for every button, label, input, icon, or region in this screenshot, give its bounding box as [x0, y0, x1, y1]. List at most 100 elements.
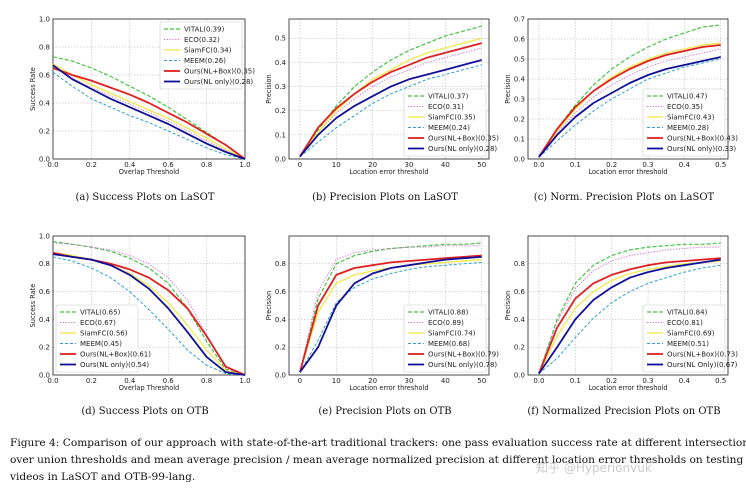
legend-label-siamfc: SiamFC(0.56): [80, 330, 128, 338]
x-tick-label: 0.0: [47, 377, 58, 385]
y-axis-label: Precision: [504, 291, 512, 320]
y-tick-label: 0.8: [275, 260, 286, 268]
x-tick-label: 0.6: [163, 377, 175, 385]
series-line-siamfc: [538, 42, 721, 158]
y-tick-label: 0.0: [514, 155, 525, 163]
series-line-eco: [538, 246, 721, 374]
x-tick-label: 0.4: [679, 161, 691, 169]
x-tick-label: 0.3: [642, 377, 653, 385]
y-tick-label: 0.8: [39, 43, 50, 51]
x-tick-label: 0.4: [124, 161, 136, 169]
legend-label-nlonly: Ours(NL only)(0.28): [184, 78, 253, 86]
legend-label-vital: VITAL(0.65): [80, 309, 121, 317]
series-line-meem: [538, 58, 721, 158]
x-tick-label: 0: [298, 161, 302, 169]
y-tick-label: 0.8: [514, 260, 525, 268]
y-tick-label: 0.5: [275, 35, 286, 43]
series-line-meem: [299, 64, 482, 157]
x-tick-label: 0.2: [606, 377, 617, 385]
x-tick-label: 0.5: [715, 161, 726, 169]
series-line-eco: [52, 64, 246, 160]
y-tick-label: 0.0: [39, 155, 50, 163]
subfigure-caption-d: (d) Success Plots on OTB: [81, 406, 208, 417]
series-line-vital: [538, 242, 721, 374]
legend-label-meem: MEEM(0.51): [667, 340, 709, 348]
legend-label-nlbox: Ours(NL+Box)(0.73): [667, 351, 738, 359]
subfigure-caption-b: (b) Precision Plots on LaSOT: [312, 192, 458, 203]
series-line-nlonly: [538, 56, 721, 158]
x-tick-label: 0.6: [163, 161, 175, 169]
legend-label-meem: MEEM(0.45): [80, 340, 122, 348]
y-tick-label: 0.4: [514, 316, 526, 324]
x-tick-label: 0.5: [715, 377, 726, 385]
series-line-meem: [299, 261, 482, 373]
legend-label-nlonly: Ours(NL Only)(0.67): [667, 361, 738, 369]
chart-panel-e: 0 10 20 30 40 50 0.0 0.2 0.4 0.6 0.8 Location error…: [265, 235, 499, 417]
series-line-siamfc: [538, 260, 721, 374]
x-tick-label: 20: [368, 377, 377, 385]
legend-box: [403, 304, 487, 373]
y-tick-label: 0.6: [275, 288, 287, 296]
series-line-nlbox: [538, 257, 721, 374]
legend-box: [642, 304, 726, 373]
x-tick-label: 0.4: [124, 377, 136, 385]
legend-label-nlbox: Ours(NL+Box)(0.79): [428, 351, 499, 359]
series-line-meem: [538, 264, 721, 374]
legend-label-nlbox: Ours(NL+Box)(0.43): [667, 135, 738, 143]
series-line-vital: [299, 25, 482, 157]
legend-box: [642, 88, 726, 157]
series-line-nlonly: [538, 258, 721, 375]
y-tick-label: 0.1: [514, 135, 525, 143]
legend-label-meem: MEEM(0.28): [667, 124, 709, 132]
y-axis-label: Precision: [265, 74, 273, 103]
y-tick-label: 0.6: [39, 288, 51, 296]
watermark-text: 知乎 @Hyperionvuk: [536, 461, 652, 475]
legend-label-eco: ECO(0.89): [428, 319, 464, 327]
legend-box: [159, 21, 243, 90]
series-line-nlonly: [52, 253, 246, 376]
y-tick-label: 0.2: [39, 127, 50, 135]
legend-label-vital: VITAL(0.37): [428, 93, 469, 101]
x-tick-label: 30: [405, 377, 414, 385]
chart-panel-f: 0.0 0.1 0.2 0.3 0.4 0.5 0.0 0.2 0.4 0.6 0.8 Locatio…: [504, 235, 738, 417]
subfigure-caption-c: (c) Norm. Precision Plots on LaSOT: [534, 192, 715, 203]
y-tick-label: 0.4: [39, 99, 51, 107]
y-tick-label: 0.0: [275, 371, 286, 379]
subfigure-caption-f: (f) Normalized Precision Plots on OTB: [527, 406, 720, 417]
y-tick-label: 0.1: [275, 131, 286, 139]
legend-label-eco: ECO(0.67): [80, 319, 116, 327]
legend-label-nlbox: Ours(NL+Box)(0.61): [80, 351, 151, 359]
y-tick-label: 0.6: [514, 288, 526, 296]
chart-panel-c: 0.0 0.1 0.2 0.3 0.4 0.5 0.0 0.1 0.2 0.3 0.4 0.5 0.6 0…: [504, 15, 738, 203]
series-line-eco: [299, 245, 482, 373]
subfigure-caption-e: (e) Precision Plots on OTB: [318, 406, 451, 417]
series-line-nlonly: [299, 256, 482, 373]
x-tick-label: 40: [441, 377, 450, 385]
y-tick-label: 0.4: [39, 316, 51, 324]
figure-grid: 0.0 0.2 0.4 0.6 0.8 1.0 0.0 0.2 0.4 0.6 0.8 1.0 Over…: [29, 15, 738, 417]
y-tick-label: 1.0: [39, 15, 50, 23]
x-axis-label: Location error threshold: [588, 384, 667, 392]
legend-label-siamfc: SiamFC(0.34): [184, 47, 232, 55]
series-line-vital: [52, 56, 246, 160]
axes-frame: [527, 235, 729, 376]
series-line-siamfc: [299, 37, 482, 158]
y-tick-label: 0.3: [275, 83, 286, 91]
series-line-vital: [52, 241, 246, 376]
x-tick-label: 10: [332, 161, 341, 169]
legend-label-nlonly: Ours(NL only)(0.28): [428, 145, 497, 153]
chart-panel-b: 0 10 20 30 40 50 0.0 0.1 0.2 0.3 0.4 0.5 Location er…: [265, 18, 499, 203]
y-tick-label: 0.4: [514, 75, 526, 83]
x-tick-label: 0.3: [642, 161, 653, 169]
legend-label-eco: ECO(0.81): [667, 319, 703, 327]
series-line-eco: [299, 47, 482, 157]
legend-label-vital: VITAL(0.39): [184, 26, 225, 34]
y-tick-label: 0.2: [275, 107, 286, 115]
series-line-nlbox: [299, 254, 482, 373]
axes-frame: [52, 235, 246, 376]
figure-caption-line-3: videos in LaSOT and OTB-99-lang.: [10, 471, 196, 483]
x-tick-label: 50: [477, 161, 486, 169]
legend-label-nlbox: Ours(NL+Box)(0.35): [428, 135, 499, 143]
x-axis-label: Location error threshold: [349, 384, 428, 392]
x-tick-label: 50: [477, 377, 486, 385]
